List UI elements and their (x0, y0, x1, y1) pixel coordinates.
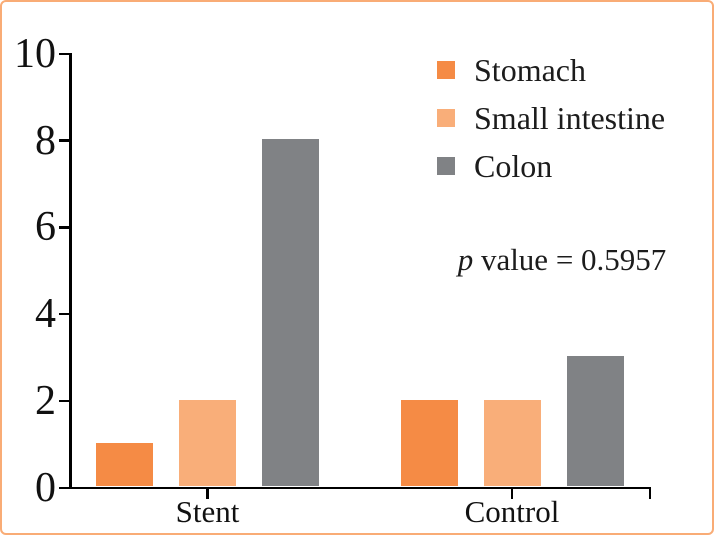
y-tick-10 (59, 52, 69, 55)
y-tick-6 (59, 226, 69, 229)
legend-item-small-intestine: Small intestine (437, 102, 665, 134)
legend-label-colon: Colon (474, 148, 553, 184)
x-tick-control (510, 489, 514, 499)
y-tick-8 (59, 139, 69, 142)
bar-control-stomach (400, 399, 458, 487)
legend-label-stomach: Stomach (474, 52, 586, 88)
x-tick-axis-end (648, 489, 652, 499)
legend-swatch-icon-colon (437, 157, 455, 175)
x-category-label-control: Control (464, 494, 560, 529)
bar-stent-small-intestine (179, 399, 236, 487)
x-axis (69, 486, 651, 489)
p-value-italic-p: p (457, 242, 474, 277)
bar-control-small-intestine (483, 399, 541, 487)
legend-swatch-icon-stomach (437, 61, 455, 79)
legend: Stomach Small intestine Colon (437, 54, 665, 182)
y-tick-label-8: 8 (35, 117, 56, 164)
y-tick-label-6: 6 (35, 204, 56, 251)
legend-swatch-icon-small-intestine (437, 109, 455, 127)
legend-item-colon: Colon (437, 150, 665, 182)
y-tick-4 (59, 312, 69, 316)
y-tick-label-4: 4 (35, 291, 56, 338)
legend-label-small-intestine: Small intestine (474, 100, 666, 136)
p-value-text: value = 0.5957 (473, 242, 667, 277)
y-axis (69, 53, 72, 489)
x-tick-stent (206, 489, 209, 499)
bar-stent-stomach (96, 443, 153, 487)
p-value-annotation: p value = 0.5957 (447, 242, 677, 278)
bar-stent-colon (262, 139, 319, 487)
y-tick-0 (59, 486, 69, 489)
y-tick-2 (59, 399, 69, 403)
bar-control-colon (566, 356, 624, 487)
x-category-label-stent: Stent (175, 494, 240, 529)
y-tick-label-10: 10 (14, 30, 56, 77)
y-tick-label-0: 0 (35, 464, 56, 511)
y-tick-label-2: 2 (35, 377, 56, 424)
legend-item-stomach: Stomach (437, 54, 665, 86)
